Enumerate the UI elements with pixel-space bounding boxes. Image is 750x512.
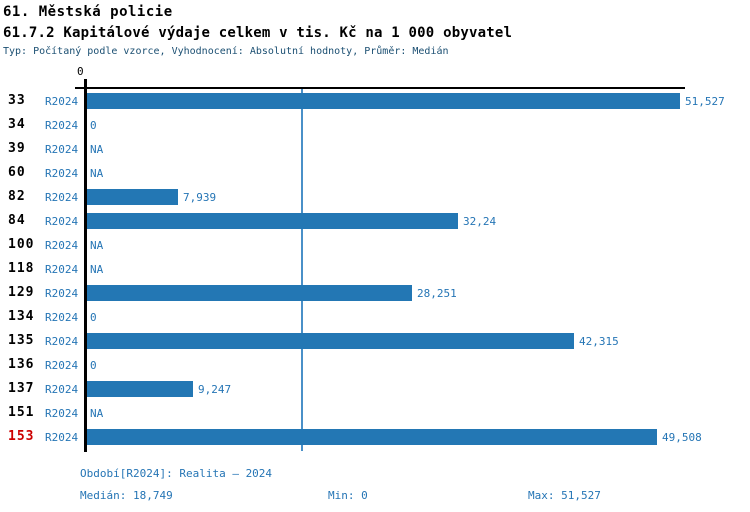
row-series-label: R2024: [45, 431, 79, 444]
row-series-label: R2024: [45, 335, 79, 348]
row-series-label: R2024: [45, 383, 79, 396]
bar: [87, 285, 412, 301]
row-id-label: 118: [8, 261, 35, 276]
row-series-label: R2024: [45, 95, 79, 108]
axis-zero-tick-label: 0: [77, 65, 84, 78]
bar: [87, 189, 178, 205]
row-id-label: 33: [8, 93, 26, 108]
row-series-label: R2024: [45, 119, 79, 132]
row-id-label: 151: [8, 405, 35, 420]
bar-value-label: 42,315: [579, 335, 619, 348]
bar-value-label: 9,247: [198, 383, 232, 396]
row-id-label: 34: [8, 117, 26, 132]
row-id-label: 135: [8, 333, 35, 348]
footer-median-label: Medián: 18,749: [80, 489, 173, 502]
row-series-label: R2024: [45, 215, 79, 228]
x-axis-line: [75, 87, 685, 89]
bar: [87, 93, 680, 109]
bar: [87, 213, 458, 229]
row-id-label: 153: [8, 429, 35, 444]
bar-row: 39 R2024 NA: [0, 137, 750, 161]
bar-row: 151 R2024 NA: [0, 401, 750, 425]
bar: [87, 381, 193, 397]
row-series-label: R2024: [45, 287, 79, 300]
footer-min-label: Min: 0: [328, 489, 368, 502]
footer-period-label: Období[R2024]: Realita – 2024: [80, 467, 273, 480]
bar-rows: 33 R2024 51,527 34 R2024 0 39 R2024 NA 6…: [0, 89, 750, 449]
y-axis-line: [84, 79, 87, 452]
bar-value-label: 28,251: [417, 287, 457, 300]
bar: [87, 333, 574, 349]
bar-row: 135 R2024 42,315: [0, 329, 750, 353]
bar-row: 153 R2024 49,508: [0, 425, 750, 449]
row-series-label: R2024: [45, 407, 79, 420]
bar-row: 137 R2024 9,247: [0, 377, 750, 401]
row-id-label: 134: [8, 309, 35, 324]
bar-row: 60 R2024 NA: [0, 161, 750, 185]
row-series-label: R2024: [45, 191, 79, 204]
bar-value-label: NA: [90, 143, 104, 156]
bar-value-label: NA: [90, 407, 104, 420]
row-id-label: 137: [8, 381, 35, 396]
page-title: 61. Městská policie: [3, 4, 173, 20]
bar-value-label: 32,24: [463, 215, 497, 228]
row-id-label: 60: [8, 165, 26, 180]
row-id-label: 82: [8, 189, 26, 204]
bar: [87, 429, 657, 445]
chart-title: 61.7.2 Kapitálové výdaje celkem v tis. K…: [3, 25, 513, 41]
row-series-label: R2024: [45, 239, 79, 252]
bar-row: 84 R2024 32,24: [0, 209, 750, 233]
bar-value-label: 0: [90, 311, 97, 324]
bar-row: 129 R2024 28,251: [0, 281, 750, 305]
bar-row: 33 R2024 51,527: [0, 89, 750, 113]
row-id-label: 84: [8, 213, 26, 228]
row-series-label: R2024: [45, 263, 79, 276]
bar-value-label: 7,939: [183, 191, 217, 204]
row-id-label: 39: [8, 141, 26, 156]
chart-meta-line: Typ: Počítaný podle vzorce, Vyhodnocení:…: [3, 46, 449, 57]
row-id-label: 100: [8, 237, 35, 252]
bar-row: 134 R2024 0: [0, 305, 750, 329]
bar-value-label: 0: [90, 119, 97, 132]
row-id-label: 136: [8, 357, 35, 372]
row-id-label: 129: [8, 285, 35, 300]
bar-row: 100 R2024 NA: [0, 233, 750, 257]
row-series-label: R2024: [45, 311, 79, 324]
row-series-label: R2024: [45, 359, 79, 372]
row-series-label: R2024: [45, 143, 79, 156]
bar-value-label: NA: [90, 239, 104, 252]
bar-value-label: 49,508: [662, 431, 702, 444]
bar-value-label: 51,527: [685, 95, 725, 108]
bar-value-label: 0: [90, 359, 97, 372]
row-series-label: R2024: [45, 167, 79, 180]
median-reference-line: [301, 89, 303, 451]
bar-row: 136 R2024 0: [0, 353, 750, 377]
footer-max-label: Max: 51,527: [528, 489, 601, 502]
bar-row: 34 R2024 0: [0, 113, 750, 137]
bar-row: 82 R2024 7,939: [0, 185, 750, 209]
bar-value-label: NA: [90, 167, 104, 180]
bar-value-label: NA: [90, 263, 104, 276]
bar-row: 118 R2024 NA: [0, 257, 750, 281]
